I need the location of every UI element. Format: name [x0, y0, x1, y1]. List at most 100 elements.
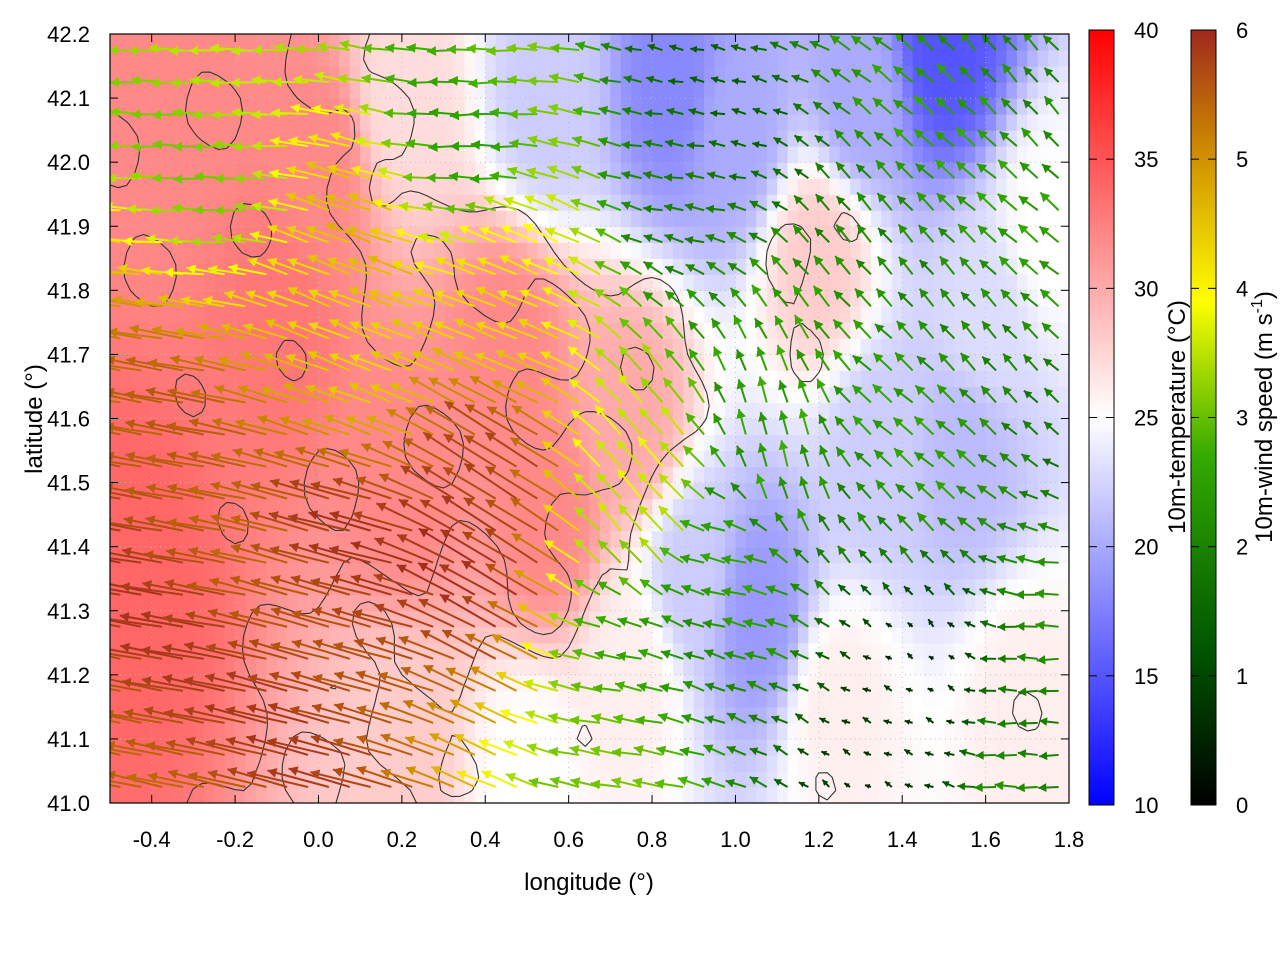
temperature-cell [860, 482, 872, 500]
temperature-cell [829, 306, 841, 323]
temperature-cell [787, 658, 799, 676]
temperature-cell [850, 338, 862, 356]
temperature-cell [589, 34, 601, 51]
temperature-cell [172, 258, 184, 275]
wind-arrow [499, 708, 538, 724]
temperature-cell [579, 514, 591, 532]
temperature-cell [328, 226, 340, 243]
temperature-cell [652, 482, 664, 500]
temperature-cell [693, 610, 705, 628]
temperature-cell [412, 466, 424, 484]
wind-arrow [935, 480, 956, 500]
temperature-cell [224, 562, 236, 580]
temperature-cell [631, 306, 643, 323]
temperature-cell [297, 98, 309, 115]
temperature-cell [735, 514, 747, 532]
temperature-cell [818, 66, 830, 83]
temperature-cell [443, 770, 455, 788]
temperature-cell [860, 594, 872, 612]
temperature-cell [1006, 482, 1018, 500]
temperature-cell [141, 658, 153, 676]
wind-arrow [382, 440, 434, 468]
temperature-cell [464, 674, 476, 692]
temperature-cell [401, 178, 413, 195]
temperature-cell [506, 626, 518, 644]
temperature-cell [506, 690, 518, 708]
temperature-cell [881, 370, 893, 388]
temperature-cell [787, 626, 799, 644]
temperature-cell [756, 178, 768, 195]
temperature-cell [808, 338, 820, 356]
temperature-cell [693, 466, 705, 484]
temperature-cell [996, 290, 1008, 307]
temperature-cell [1016, 386, 1028, 404]
temperature-cell [1048, 178, 1060, 195]
temperature-cell [308, 530, 320, 548]
wind-arrow [935, 419, 955, 436]
temperature-cell [537, 274, 549, 291]
temperature-cell [735, 690, 747, 708]
wind-arrow [748, 714, 768, 724]
temperature-cell [672, 354, 684, 372]
temperature-cell [1037, 786, 1049, 803]
temperature-cell [381, 82, 393, 99]
temperature-cell [162, 338, 174, 356]
temperature-cell [1016, 642, 1028, 660]
temperature-cell [881, 338, 893, 356]
temperature-cell [1016, 562, 1028, 580]
temperature-cell [120, 418, 132, 436]
temperature-cell [182, 34, 194, 51]
temperature-cell [360, 530, 372, 548]
temperature-cell [850, 546, 862, 564]
temperature-cell [818, 610, 830, 628]
temperature-cell [662, 386, 674, 404]
temperature-cell [1048, 514, 1060, 532]
temperature-cell [318, 754, 330, 772]
wind-arrow [110, 784, 121, 788]
temperature-cell [568, 482, 580, 500]
temperature-cell [130, 226, 142, 243]
temperature-cell [1058, 98, 1069, 115]
temperature-cell [766, 770, 778, 788]
temperature-cell [151, 226, 163, 243]
temperature-cell [422, 274, 434, 291]
temperature-cell [579, 482, 591, 500]
temperature-cell [756, 786, 768, 803]
temperature-cell [401, 322, 413, 339]
temperature-cell [631, 610, 643, 628]
temperature-cell [672, 690, 684, 708]
temperature-cell [318, 690, 330, 708]
temperature-cell [339, 658, 351, 676]
temperature-cell [151, 34, 163, 51]
wind-arrow [400, 666, 455, 692]
temperature-cell [506, 562, 518, 580]
temperature-cell [1058, 738, 1069, 756]
wind-arrow [231, 480, 288, 500]
temperature-cell [818, 130, 830, 147]
temperature-cell [881, 594, 893, 612]
temperature-cell [433, 274, 445, 291]
temperature-cell [589, 546, 601, 564]
temperature-cell [839, 194, 851, 211]
temperature-cell [745, 722, 757, 740]
temperature-cell [610, 130, 622, 147]
temperature-cell [672, 274, 684, 291]
temperature-cell [328, 546, 340, 564]
temperature-cell [620, 146, 632, 163]
temperature-cell [474, 594, 486, 612]
temperature-cell [1058, 338, 1069, 356]
temperature-cell [777, 178, 789, 195]
temperature-cell [797, 370, 810, 388]
wind-arrow [914, 481, 935, 500]
temperature-cell [860, 114, 872, 131]
temperature-cell [704, 674, 716, 692]
temperature-cell [745, 210, 757, 227]
temperature-cell [412, 706, 424, 724]
temperature-cell [672, 98, 684, 115]
temperature-cell [308, 194, 320, 211]
wind-arrow [885, 622, 893, 628]
temperature-cell [328, 482, 340, 500]
temperature-cell [923, 402, 935, 420]
temperature-cell [756, 146, 768, 163]
wind-arrow [288, 542, 351, 564]
